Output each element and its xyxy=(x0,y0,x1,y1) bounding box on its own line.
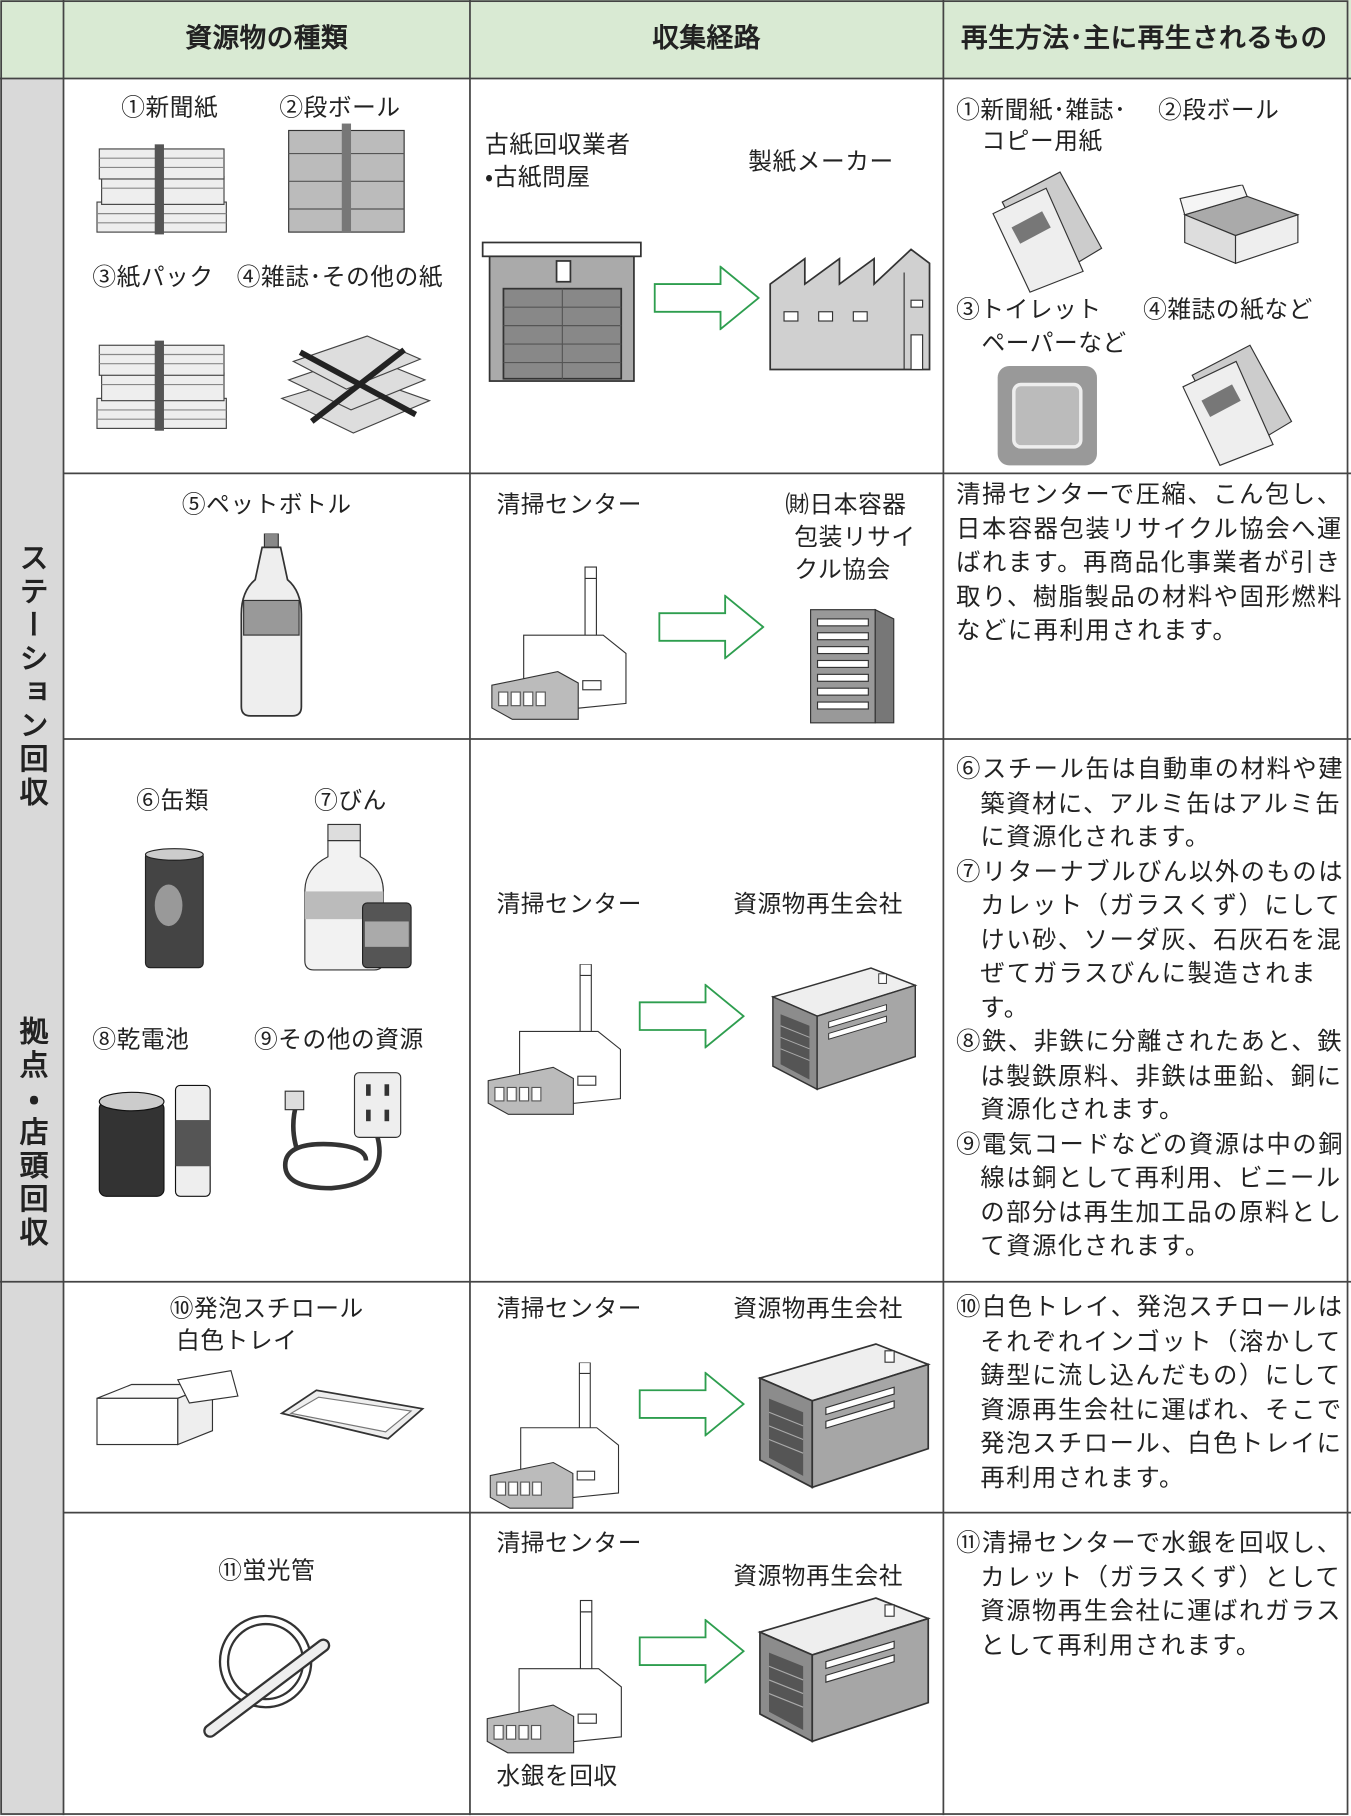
description-paragraph: ⑨電気コードなどの資源は中の銅線は銅として再利用、ビニールの部分は再生加工品の原… xyxy=(956,1129,1345,1260)
description: ⑪清掃センターで水銀を回収し、カレット（ガラスくず）として資源物再生会社に運ばれ… xyxy=(956,1527,1344,1663)
group-label: ステーション回収 xyxy=(15,542,50,811)
product-label: ①新聞紙･雑誌･ xyxy=(956,95,1127,124)
route-label: 資源物再生会社 xyxy=(733,890,903,918)
item-label: ③紙パック xyxy=(92,263,214,291)
description: ⑥スチール缶は自動車の材料や建築資材に、アルミ缶はアルミ缶に資源化されます。 ⑦リ… xyxy=(956,753,1344,1264)
item-label: ⑪蛍光管 xyxy=(218,1556,316,1585)
item-label: ④雑誌･その他の紙 xyxy=(236,263,444,291)
description-paragraph: ⑥スチール缶は自動車の材料や建築資材に、アルミ缶はアルミ缶に資源化されます。 xyxy=(956,755,1345,852)
route-label: クル協会 xyxy=(794,555,891,584)
route-label: 古紙回収業者 xyxy=(484,130,631,159)
product-label: ペーパーなど xyxy=(981,329,1127,357)
column-header: 収集経路 xyxy=(652,23,761,54)
route-label: 清掃センター xyxy=(496,1294,643,1323)
route-label: 資源物再生会社 xyxy=(733,1562,903,1591)
column-header: 再生方法･主に再生されるもの xyxy=(960,23,1328,54)
item-label: ②段ボール xyxy=(279,93,401,122)
item-label: ⑨その他の資源 xyxy=(254,1025,424,1054)
item-label: ⑥缶類 xyxy=(136,786,210,815)
product-label: ④雑誌の紙など xyxy=(1143,295,1313,324)
description-paragraph: ⑦リターナブルびん以外のものはカレット（ガラスくず）にしてけい砂、ソーダ灰、石灰… xyxy=(956,857,1345,1022)
route-label: 製紙メーカー xyxy=(748,147,894,176)
route-label: 水銀を回収 xyxy=(496,1762,618,1790)
item-label: 白色トレイ xyxy=(176,1326,298,1355)
route-label: 清掃センター xyxy=(496,890,643,918)
route-label: 包装リサイ xyxy=(794,523,916,551)
route-label: ㈶日本容器 xyxy=(785,490,907,519)
product-label: ②段ボール xyxy=(1158,95,1280,124)
product-label: ③トイレット xyxy=(956,295,1102,324)
item-label: ⑦びん xyxy=(314,786,387,815)
item-label: ①新聞紙 xyxy=(121,93,219,122)
route-label: ・古紙問屋 xyxy=(484,162,591,191)
description-paragraph: ⑪清掃センターで水銀を回収し、カレット（ガラスくず）として資源物再生会社に運ばれ… xyxy=(956,1528,1343,1659)
description-paragraph: 清掃センターで圧縮、こん包し、日本容器包装リサイクル協会へ運ばれます。再商品化事… xyxy=(956,480,1344,645)
route-label: 資源物再生会社 xyxy=(733,1294,903,1323)
description-paragraph: ⑧鉄、非鉄に分離されたあと、鉄は製鉄原料、非鉄は亜鉛、銅に資源化されます。 xyxy=(956,1027,1344,1124)
group-label: 拠点・店頭回収 xyxy=(15,1016,50,1251)
item-label: ⑩発泡スチロール xyxy=(169,1294,364,1323)
item-label: ⑧乾電池 xyxy=(92,1025,190,1054)
product-label: コピー用紙 xyxy=(981,127,1103,155)
description: 清掃センターで圧縮、こん包し、日本容器包装リサイクル協会へ運ばれます。再商品化事… xyxy=(956,478,1344,648)
column-header: 資源物の種類 xyxy=(185,23,349,54)
description-paragraph: ⑩白色トレイ、発泡スチロールはそれぞれインゴット（溶かして鋳型に流し込んだもの）… xyxy=(956,1293,1344,1492)
route-label: 清掃センター xyxy=(496,1528,643,1557)
route-label: 清掃センター xyxy=(496,490,643,519)
description: ⑩白色トレイ、発泡スチロールはそれぞれインゴット（溶かして鋳型に流し込んだもの）… xyxy=(956,1291,1344,1495)
item-label: ⑤ペットボトル xyxy=(181,490,352,519)
